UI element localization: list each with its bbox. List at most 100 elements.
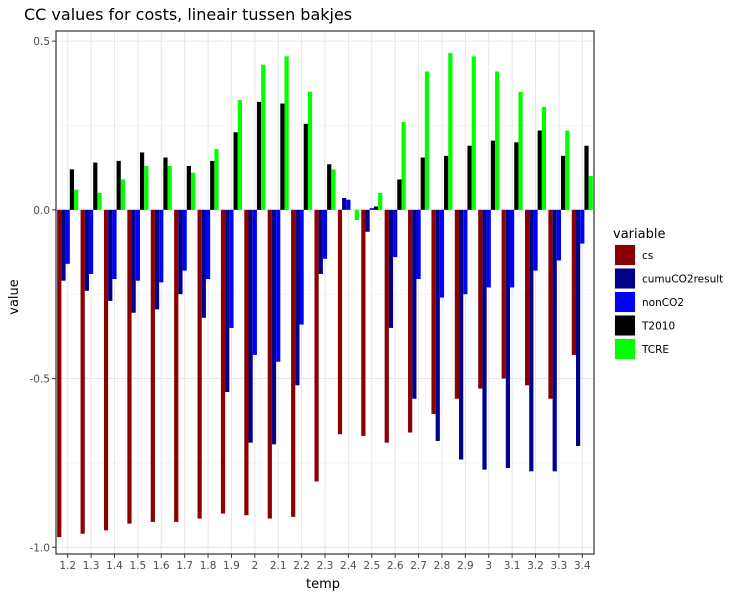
- bar-nonCO2-3: [486, 209, 491, 288]
- bar-cs-1.4: [103, 209, 109, 531]
- bar-nonCO2-1.4: [112, 209, 117, 279]
- bar-nonCO2-1.8: [205, 209, 211, 279]
- bar-T2010-1.2: [69, 169, 75, 210]
- bar-TCRE-3.1: [518, 91, 523, 210]
- bar-T2010-3.1: [514, 142, 519, 210]
- bar-T2010-1.3: [93, 162, 98, 210]
- x-tick-label: 3.3: [551, 560, 568, 572]
- legend-swatch-cumuCO2result: [615, 268, 635, 289]
- x-tick-label: 2.2: [293, 560, 310, 572]
- legend-title: variable: [613, 227, 665, 242]
- bar-cs-1.2: [57, 209, 62, 538]
- bar-TCRE-1.4: [120, 179, 125, 210]
- x-tick-label: 2.5: [363, 560, 380, 572]
- bar-T2010-3.4: [584, 145, 589, 210]
- bar-nonCO2-1.2: [65, 209, 70, 264]
- bar-cs-2: [244, 209, 249, 516]
- bar-cs-1.6: [150, 209, 155, 522]
- x-tick-label: 2.4: [340, 560, 357, 572]
- bar-T2010-2.7: [420, 157, 425, 210]
- bar-TCRE-1.8: [214, 149, 219, 210]
- bar-cs-3: [478, 209, 483, 389]
- bar-cumuCO2result-1.5: [131, 209, 136, 313]
- bar-nonCO2-1.7: [182, 209, 187, 271]
- bar-cumuCO2result-2.3: [318, 209, 323, 274]
- bar-TCRE-2.4: [354, 209, 359, 220]
- bar-T2010-1.9: [233, 132, 238, 210]
- bar-cumuCO2result-1.2: [61, 209, 66, 281]
- bar-TCRE-1.7: [190, 172, 196, 210]
- bar-nonCO2-1.3: [88, 209, 94, 274]
- bar-nonCO2-3.4: [580, 209, 585, 244]
- x-tick-label: 2.9: [457, 560, 474, 572]
- x-tick-label: 1.8: [200, 560, 217, 572]
- bar-T2010-2.6: [397, 179, 402, 210]
- x-tick-label: 1.9: [223, 560, 240, 572]
- bar-cs-2.2: [291, 209, 296, 517]
- y-tick-label: 0.5: [33, 36, 50, 48]
- bar-T2010-1.8: [210, 160, 215, 210]
- bar-cs-2.9: [454, 209, 460, 399]
- x-tick-label: 1.3: [83, 560, 100, 572]
- y-tick-label: -0.5: [30, 374, 51, 386]
- bar-T2010-1.6: [163, 157, 168, 210]
- bar-T2010-3: [490, 140, 496, 210]
- x-tick-label: 2.6: [387, 560, 404, 572]
- bar-nonCO2-3.2: [533, 209, 538, 271]
- x-tick-label: 1.2: [59, 560, 76, 572]
- bar-nonCO2-2.6: [393, 209, 398, 258]
- bar-cumuCO2result-3.3: [552, 209, 557, 472]
- bar-cumuCO2result-2.8: [435, 209, 440, 441]
- bar-cs-2.3: [314, 209, 319, 482]
- bar-nonCO2-2.2: [299, 209, 304, 325]
- bar-cumuCO2result-3.2: [529, 209, 534, 472]
- bar-cumuCO2result-2.9: [459, 209, 464, 460]
- y-tick-label: -1.0: [30, 542, 51, 554]
- bar-cs-2.1: [267, 209, 272, 519]
- legend-label-cumuCO2result: cumuCO2result: [642, 274, 723, 286]
- bar-nonCO2-1.6: [159, 209, 164, 283]
- x-axis-title: temp: [306, 577, 340, 592]
- bar-cumuCO2result-2.6: [388, 209, 394, 328]
- bar-cumuCO2result-3.1: [505, 209, 511, 468]
- bar-cumuCO2result-3: [482, 209, 487, 470]
- legend-label-nonCO2: nonCO2: [642, 297, 684, 309]
- bar-T2010-2.3: [327, 164, 332, 210]
- bar-nonCO2-2.9: [463, 209, 468, 295]
- bar-TCRE-2.2: [307, 91, 313, 210]
- y-tick-label: 0.0: [33, 205, 50, 217]
- bar-cs-1.7: [174, 209, 179, 522]
- bar-nonCO2-2.4: [346, 199, 351, 210]
- bar-cumuCO2result-1.3: [84, 209, 89, 291]
- bar-T2010-2.5: [373, 206, 379, 210]
- legend: variable cs cumuCO2result nonCO2 T2010 TCRE: [613, 227, 723, 360]
- bar-nonCO2-2.1: [276, 209, 281, 362]
- bar-nonCO2-1.5: [135, 209, 140, 281]
- y-axis-title: value: [7, 279, 22, 315]
- legend-label-T2010: T2010: [641, 321, 675, 333]
- bar-T2010-2.8: [444, 155, 449, 210]
- bar-cumuCO2result-1.4: [108, 209, 113, 301]
- bar-T2010-1.5: [139, 152, 145, 210]
- bar-cs-1.3: [80, 209, 85, 534]
- bar-cumuCO2result-2.5: [365, 209, 370, 232]
- x-tick-label: 2.7: [410, 560, 427, 572]
- bar-TCRE-2: [261, 64, 266, 210]
- bar-cs-2.4: [337, 209, 343, 435]
- bar-nonCO2-2.3: [322, 209, 328, 259]
- bar-T2010-2: [256, 101, 262, 210]
- legend-swatch-T2010: [615, 315, 635, 336]
- bar-TCRE-3.4: [588, 176, 593, 210]
- bar-cumuCO2result-2.1: [271, 209, 277, 445]
- x-tick-label: 2.1: [270, 560, 287, 572]
- bar-TCRE-2.5: [378, 192, 383, 210]
- x-tick-label: 3.2: [527, 560, 544, 572]
- bar-TCRE-2.6: [401, 122, 406, 210]
- legend-label-TCRE: TCRE: [641, 344, 669, 356]
- x-tick-label: 3: [485, 560, 492, 572]
- bar-T2010-3.2: [537, 130, 542, 210]
- bar-nonCO2-2: [252, 209, 257, 355]
- legend-swatch-TCRE: [615, 339, 635, 359]
- bar-cumuCO2result-2: [248, 209, 253, 443]
- bar-nonCO2-2.7: [416, 209, 421, 279]
